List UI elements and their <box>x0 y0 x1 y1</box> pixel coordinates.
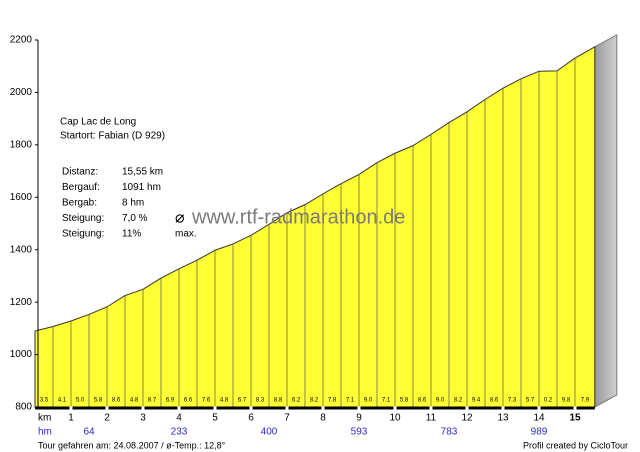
gradient-label: 4.1 <box>58 398 67 404</box>
gradient-label: 8.6 <box>490 398 499 404</box>
gradient-label: 5.0 <box>76 398 85 404</box>
x-tick-label: 10 <box>389 413 401 424</box>
gradient-label: 8.6 <box>418 398 427 404</box>
hm-label: 989 <box>531 427 548 438</box>
x-tick-label: 3 <box>140 413 146 424</box>
gradient-label: 5.8 <box>94 398 103 404</box>
x-tick-label: 7 <box>284 413 290 424</box>
x-tick-label: 5 <box>212 413 218 424</box>
gradient-label: 9.8 <box>562 398 571 404</box>
gradient-label: 3.5 <box>40 398 49 404</box>
x-tick-label: 4 <box>176 413 182 424</box>
hm-label: 64 <box>83 427 95 438</box>
hm-label: 593 <box>351 427 368 438</box>
gradient-label: 9.4 <box>472 398 481 404</box>
gradient-label: 8.6 <box>112 398 121 404</box>
x-axis-label: km <box>38 413 51 424</box>
x-tick-label: 13 <box>497 413 509 424</box>
hm-label: 783 <box>441 427 458 438</box>
stat-note: max. <box>175 229 197 240</box>
side-shade <box>594 33 618 408</box>
gradient-label: 5.7 <box>526 398 535 404</box>
stat-value: 7,0 % <box>122 213 148 224</box>
gradient-label: 6.6 <box>184 398 193 404</box>
gradient-label: 7.9 <box>581 398 590 404</box>
y-tick-label: 1800 <box>10 139 33 150</box>
x-tick-label: 6 <box>248 413 254 424</box>
stat-label: Steigung: <box>62 229 104 240</box>
stat-label: Distanz: <box>62 167 98 178</box>
x-tick-label: 15 <box>569 413 581 424</box>
x-tick-label: 8 <box>320 413 326 424</box>
y-tick-label: 1200 <box>10 297 33 308</box>
x-tick-label: 9 <box>356 413 362 424</box>
gradient-label: 9.0 <box>364 398 373 404</box>
gradient-label: 8.8 <box>274 398 283 404</box>
gradient-label: 4.8 <box>220 398 229 404</box>
gradient-label: 5.8 <box>400 398 409 404</box>
footer-left: Tour gefahren am: 24.08.2007 / ø-Temp.: … <box>38 440 226 450</box>
gradient-label: 7.8 <box>328 398 337 404</box>
gradient-label: 8.3 <box>256 398 265 404</box>
hm-label: 233 <box>171 427 188 438</box>
stat-value: 11% <box>122 229 141 240</box>
x-tick-label: 11 <box>426 413 437 424</box>
gradient-label: 6.9 <box>166 398 175 404</box>
gradient-label: 0.2 <box>544 398 553 404</box>
y-tick-label: 1600 <box>10 192 33 203</box>
hm-label: hm <box>38 427 52 438</box>
stat-value: 8 hm <box>122 198 144 209</box>
stat-value: 1091 hm <box>122 182 161 193</box>
footer-right: Profil created by CicloTour <box>523 440 628 450</box>
chart-subtitle: Startort: Fabian (D 929) <box>60 131 165 142</box>
stat-note: ⌀ <box>175 210 185 227</box>
gradient-label: 8.7 <box>148 398 157 404</box>
stat-label: Bergab: <box>62 198 97 209</box>
hm-label: 400 <box>261 427 278 438</box>
x-tick-label: 12 <box>461 413 473 424</box>
chart-title: Cap Lac de Long <box>60 117 136 128</box>
stat-label: Steigung: <box>62 213 104 224</box>
gradient-label: 7.1 <box>382 398 391 404</box>
gradient-label: 6.7 <box>238 398 247 404</box>
gradient-label: 8.2 <box>454 398 463 404</box>
gradient-label: 7.1 <box>346 398 355 404</box>
y-tick-label: 2200 <box>10 35 33 46</box>
x-tick-label: 1 <box>68 413 74 424</box>
y-tick-label: 1400 <box>10 244 33 255</box>
gradient-label: 6.2 <box>292 398 301 404</box>
gradient-label: 7.3 <box>508 398 517 404</box>
gradient-label: 9.0 <box>436 398 445 404</box>
gradient-label: 4.8 <box>130 398 139 404</box>
x-tick-label: 2 <box>104 413 110 424</box>
y-tick-label: 2000 <box>10 87 33 98</box>
stat-value: 15,55 km <box>122 167 163 178</box>
stat-label: Bergauf: <box>62 182 100 193</box>
x-tick-label: 14 <box>533 413 545 424</box>
watermark: www.rtf-radmarathon.de <box>191 206 405 228</box>
y-tick-label: 800 <box>15 402 32 413</box>
gradient-label: 7.6 <box>202 398 211 404</box>
gradient-label: 8.2 <box>310 398 319 404</box>
y-tick-label: 1000 <box>10 349 33 360</box>
